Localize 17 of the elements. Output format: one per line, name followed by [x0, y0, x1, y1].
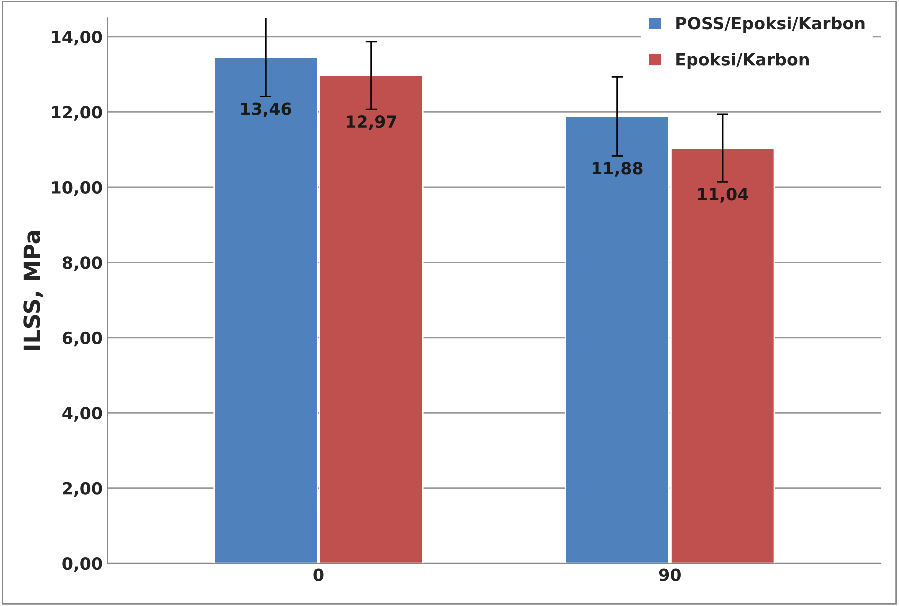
data-label: 13,46 [242, 102, 292, 118]
legend-label: Epoksi/Karbon [676, 52, 809, 70]
y-tick-label: 12,00 [52, 106, 102, 121]
x-tick-label: 0 [314, 568, 324, 582]
data-label: 11,88 [592, 162, 643, 177]
x-tick-label: 90 [659, 568, 681, 582]
y-tick-label: 8,00 [62, 256, 102, 272]
y-tick-label: 2,00 [63, 482, 102, 498]
legend-label: POSS/Epoksi/Karbon [676, 16, 865, 33]
data-label: 11,04 [698, 188, 748, 203]
y-tick-label: 14,00 [52, 30, 102, 46]
y-axis-title: ILSS, MPa [24, 231, 44, 350]
y-tick-label: 10,00 [52, 181, 102, 196]
y-tick-label: 0,00 [62, 558, 102, 572]
data-label: 12,97 [346, 116, 396, 130]
y-tick-label: 6,00 [62, 332, 102, 347]
y-tick-label: 4,00 [62, 407, 102, 422]
